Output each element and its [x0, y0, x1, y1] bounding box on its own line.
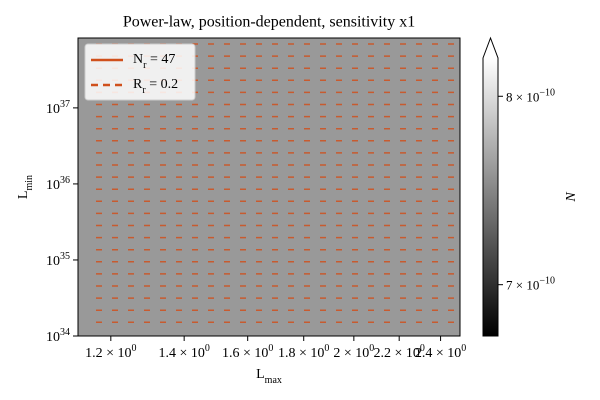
x-tick-label: 2 × 100: [333, 343, 374, 361]
colorbar-frame: [482, 36, 499, 337]
y-tick-label: 1034: [46, 327, 70, 345]
colorbar-tick-label-part: 7 × 10: [506, 278, 539, 293]
legend-label-part: N: [133, 52, 143, 67]
x-tick-label-part: 1.2 × 10: [85, 346, 131, 361]
x-axis-label: Lmax: [256, 367, 282, 386]
legend-label-part: r: [143, 60, 147, 71]
colorbar-tick-label-part: 8 × 10: [506, 89, 539, 104]
y-tick-label-part: 36: [60, 175, 70, 186]
x-tick-label-part: 2 × 10: [333, 346, 369, 361]
x-tick-label-part: 0: [132, 343, 137, 354]
x-tick-label-part: 0: [268, 343, 273, 354]
y-tick-label-part: 34: [60, 327, 70, 338]
y-tick-label-part: 35: [60, 251, 70, 262]
legend-label-part: = 0.2: [146, 77, 178, 92]
x-tick-label-part: 0: [369, 343, 374, 354]
x-tick-label: 2.2 × 100: [373, 343, 424, 361]
x-tick-label: 1.6 × 100: [222, 343, 273, 361]
chart-title: Power-law, position-dependent, sensitivi…: [123, 14, 415, 31]
x-tick-label: 1.8 × 100: [278, 343, 329, 361]
colorbar-tick-label: 8 × 10−10: [506, 87, 555, 104]
colorbar-tick-label-part: −10: [539, 275, 555, 286]
x-tick-label-part: 0: [420, 343, 425, 354]
x-tick-label-part: 0: [324, 343, 329, 354]
legend-label: Nr = 47: [133, 52, 175, 71]
x-tick-label: 1.2 × 100: [85, 343, 136, 361]
y-tick-label: 1037: [46, 99, 70, 117]
x-tick-label-part: 1.8 × 10: [278, 346, 324, 361]
x-tick-label-part: 2.4 × 10: [415, 346, 461, 361]
x-axis-label-part: max: [265, 375, 282, 386]
legend-label: Rr = 0.2: [133, 77, 178, 96]
y-axis-label-part: min: [24, 175, 35, 191]
colorbar: [483, 58, 498, 336]
colorbar-label: N: [564, 192, 579, 203]
plot-frame: [77, 37, 461, 337]
x-tick-label-part: 1.4 × 10: [158, 346, 204, 361]
x-tick-label: 1.4 × 100: [158, 343, 209, 361]
x-axis-label-part: L: [256, 367, 265, 382]
y-tick-label: 1036: [46, 175, 70, 193]
x-tick-label-part: 0: [205, 343, 210, 354]
y-tick-label-part: 37: [60, 99, 70, 110]
x-tick-label-part: 2.2 × 10: [373, 346, 419, 361]
y-tick-label-part: 10: [46, 102, 60, 117]
y-axis-label: Lmin: [16, 175, 35, 199]
colorbar-tick-label: 7 × 10−10: [506, 275, 555, 292]
y-tick-label: 1035: [46, 251, 70, 269]
x-tick-label-part: 0: [461, 343, 466, 354]
legend-box: [84, 43, 196, 101]
legend-label-part: R: [133, 77, 143, 92]
y-tick-label-part: 10: [46, 254, 60, 269]
colorbar-tick-label-part: −10: [539, 87, 555, 98]
legend-label-part: r: [142, 85, 146, 96]
y-axis-label-part: L: [16, 191, 31, 200]
legend-label-part: = 47: [146, 52, 175, 67]
x-tick-label: 2.4 × 100: [415, 343, 466, 361]
y-tick-label-part: 10: [46, 178, 60, 193]
y-tick-label-part: 10: [46, 330, 60, 345]
x-tick-label-part: 1.6 × 10: [222, 346, 268, 361]
colorbar-extend: [483, 38, 498, 58]
